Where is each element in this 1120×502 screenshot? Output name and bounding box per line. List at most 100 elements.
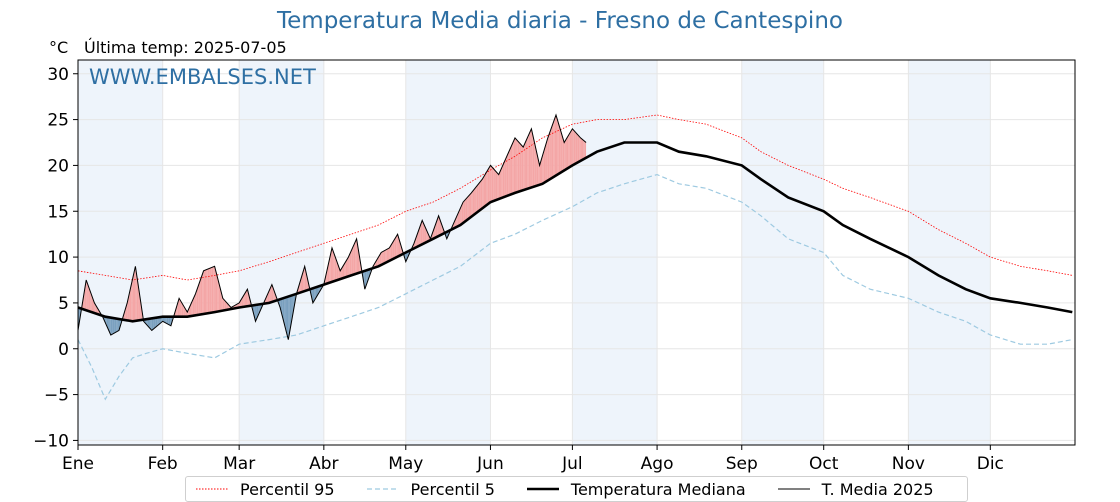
anomaly-fill-above: [90, 291, 92, 313]
anomaly-fill-above: [400, 243, 402, 256]
anomaly-fill-above: [207, 268, 210, 314]
anomaly-fill-above: [539, 160, 541, 185]
anomaly-fill-above: [392, 241, 394, 260]
anomaly-fill-above: [479, 180, 481, 211]
anomaly-fill-above: [475, 186, 477, 214]
anomaly-fill-above: [243, 293, 245, 307]
anomaly-fill-above: [493, 168, 495, 202]
anomaly-fill-above: [214, 266, 216, 313]
anomaly-fill-above: [389, 245, 391, 261]
anomaly-fill-below: [292, 294, 294, 317]
anomaly-fill-above: [438, 215, 440, 236]
anomaly-fill-above: [209, 267, 211, 313]
anomaly-fill-above: [203, 270, 206, 314]
anomaly-fill-above: [218, 282, 221, 312]
y-tick-label: 25: [47, 111, 69, 131]
anomaly-fill-above: [334, 255, 337, 281]
anomaly-fill-above: [345, 259, 348, 278]
anomaly-fill-above: [545, 142, 547, 183]
anomaly-fill-above: [382, 250, 384, 265]
anomaly-fill-above: [210, 267, 212, 313]
x-tick-label: Mar: [223, 454, 255, 474]
x-tick-label: Sep: [726, 454, 758, 474]
x-tick-label: Ago: [641, 454, 674, 474]
anomaly-fill-below: [286, 296, 289, 340]
anomaly-fill-above: [91, 295, 94, 313]
anomaly-fill-below: [108, 317, 110, 332]
anomaly-fill-above: [478, 182, 480, 212]
anomaly-fill-above: [575, 131, 577, 164]
anomaly-fill-above: [523, 144, 525, 191]
anomaly-fill-above: [576, 133, 578, 164]
anomaly-fill-above: [579, 136, 581, 162]
anomaly-fill-above: [502, 162, 505, 198]
anomaly-fill-above: [225, 301, 227, 311]
anomaly-fill-below: [162, 316, 165, 323]
anomaly-fill-below: [289, 295, 292, 332]
anomaly-fill-above: [517, 140, 520, 192]
anomaly-fill-above: [86, 280, 88, 311]
chart-title: Temperatura Media diaria - Fresno de Can…: [277, 8, 843, 34]
series-line-median: [77, 141, 1073, 323]
anomaly-fill-above: [486, 170, 488, 206]
anomaly-fill-above: [547, 134, 550, 181]
anomaly-fill-above: [129, 284, 132, 322]
anomaly-fill-above: [557, 119, 559, 175]
anomaly-fill-below: [114, 318, 117, 333]
series-lines: [77, 113, 1073, 401]
x-tick-label: Oct: [809, 454, 839, 474]
month-band: [741, 60, 824, 445]
temperature-chart: WWW.EMBALSES.NET 30 25 20 15 10 5 0 −5 −10 Ene Fe…: [33, 59, 1076, 474]
anomaly-fill-below: [314, 287, 316, 301]
y-unit-label: °C: [49, 38, 69, 57]
anomaly-fill-below: [255, 304, 257, 322]
anomaly-fill-above: [378, 254, 380, 267]
watermark: WWW.EMBALSES.NET: [89, 65, 316, 89]
anomaly-fill-below: [315, 286, 318, 299]
anomaly-fill-below: [364, 270, 367, 290]
anomaly-fill-above: [560, 128, 562, 173]
anomaly-fill-above: [550, 126, 552, 179]
anomaly-fill-above: [566, 135, 569, 169]
anomaly-fill-below: [109, 317, 111, 335]
anomaly-fill-above: [131, 278, 133, 322]
anomaly-fill-above: [192, 296, 195, 316]
x-tick-label: Abr: [309, 454, 338, 474]
anomaly-fill-above: [460, 205, 462, 225]
anomaly-fill-above: [524, 140, 526, 190]
month-band: [405, 60, 491, 445]
anomaly-fill-above: [422, 220, 424, 245]
anomaly-fill-above: [469, 192, 472, 218]
anomaly-fill-above: [333, 251, 335, 282]
anomaly-fill-above: [497, 173, 499, 200]
anomaly-fill-above: [179, 298, 181, 317]
anomaly-fill-above: [549, 130, 551, 180]
anomaly-fill-above: [508, 150, 510, 196]
x-tick-label: Jun: [476, 454, 504, 474]
anomaly-fill-above: [556, 115, 558, 176]
anomaly-fill-above: [211, 266, 214, 313]
anomaly-fill-above: [355, 238, 357, 275]
anomaly-fill-below: [112, 317, 114, 335]
y-tick-label: 0: [58, 340, 69, 360]
anomaly-fill-above: [554, 115, 557, 177]
anomaly-fill-above: [196, 286, 199, 316]
anomaly-fill-above: [269, 287, 271, 303]
anomaly-fill-above: [516, 139, 518, 193]
anomaly-fill-above: [341, 266, 343, 279]
anomaly-fill-above: [464, 199, 466, 222]
anomaly-fill-below: [116, 318, 118, 332]
y-tick-label: 10: [47, 248, 69, 268]
anomaly-fill-below: [169, 316, 171, 326]
anomaly-fill-below: [288, 296, 290, 340]
anomaly-fill-above: [424, 226, 427, 243]
anomaly-fill-above: [553, 118, 555, 178]
anomaly-fill-above: [347, 257, 349, 277]
anomaly-fill-above: [531, 128, 533, 188]
anomaly-fill-above: [532, 134, 535, 187]
anomaly-fill-above: [542, 151, 544, 184]
anomaly-fill-above: [306, 272, 308, 291]
x-axis: Ene Feb Mar Abr May Jun Jul Ago Sep Oct Nov Dic: [62, 445, 1004, 474]
anomaly-fill-above: [525, 137, 528, 190]
anomaly-fill-above: [490, 165, 492, 203]
